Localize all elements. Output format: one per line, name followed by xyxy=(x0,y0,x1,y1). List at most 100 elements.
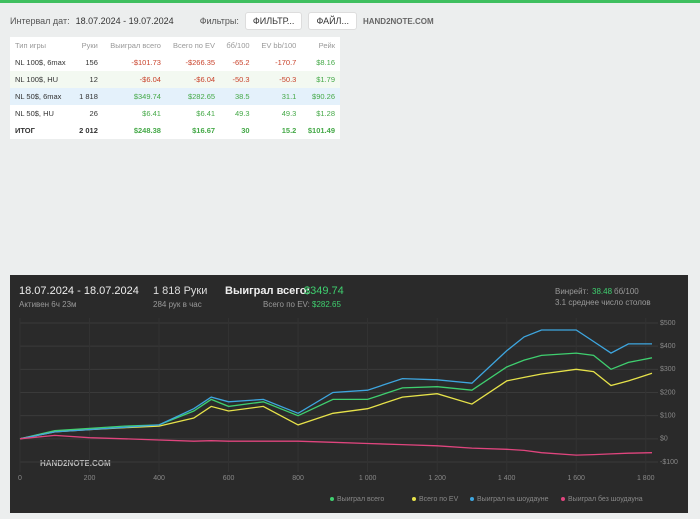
legend-label: Всего по EV xyxy=(419,496,459,503)
column-header: EV bb/100 xyxy=(261,41,297,50)
toolbar: Интервал дат: 18.07.2024 - 19.07.2024 Фи… xyxy=(10,12,434,30)
column-header: Всего по EV xyxy=(172,41,216,50)
cell: -50.3 xyxy=(220,71,255,88)
cell: NL 50$, HU xyxy=(15,109,54,118)
cell: 31.1 xyxy=(254,88,302,105)
tables-avg: 3.1 среднее число столов xyxy=(555,298,651,307)
cell: -$6.04 xyxy=(102,71,166,88)
series-line xyxy=(19,368,653,440)
cell: 49.3 xyxy=(281,109,297,118)
panel-active: Активен 6ч 23м xyxy=(19,300,77,309)
winrate-unit: бб/100 xyxy=(614,287,639,296)
panel-logo: HAND2NOTE.COM xyxy=(40,459,111,468)
total-cell: ИТОГ xyxy=(15,126,35,135)
total-cell: 2 012 xyxy=(79,126,98,135)
series-line xyxy=(19,329,652,440)
cell: NL 100$, HU xyxy=(10,71,73,88)
won-value: $349.74 xyxy=(304,285,344,297)
legend-label: Выиграл без шоудауна xyxy=(568,495,643,503)
y-tick-label: $400 xyxy=(660,343,676,350)
cell: 26 xyxy=(89,109,98,118)
cell: $1.79 xyxy=(301,71,340,88)
ev-label: Всего по EV: xyxy=(263,300,310,309)
file-button[interactable]: ФАЙЛ... xyxy=(308,12,357,30)
legend-dot xyxy=(412,497,416,501)
graph-panel: 18.07.2024 - 18.07.2024 Активен 6ч 23м 1… xyxy=(10,275,688,513)
total-cell: $248.38 xyxy=(133,126,161,135)
x-tick-label: 1 200 xyxy=(428,475,446,482)
filters-label: Фильтры: xyxy=(199,16,239,26)
y-tick-label: -$100 xyxy=(660,459,678,466)
y-tick-label: $300 xyxy=(660,366,676,373)
x-tick-label: 800 xyxy=(292,475,304,482)
legend-label: Выиграл всего xyxy=(337,496,384,503)
table-row[interactable]: NL 100$, 6max 156 -$101.73 -$266.35 -65.2 -17… xyxy=(10,54,340,71)
x-tick-label: 1 000 xyxy=(359,475,377,482)
x-tick-label: 1 400 xyxy=(498,475,516,482)
legend-dot xyxy=(330,497,334,501)
cell: -$266.35 xyxy=(185,58,216,67)
x-tick-label: 1 800 xyxy=(637,475,655,482)
cell: $6.41 xyxy=(142,109,161,118)
panel-dates: 18.07.2024 - 18.07.2024 xyxy=(19,285,139,297)
x-tick-label: 600 xyxy=(223,475,235,482)
filter-button[interactable]: ФИЛЬТР... xyxy=(244,12,303,30)
winrate-value: 38.48 xyxy=(592,287,613,296)
cell: NL 100$, 6max xyxy=(15,58,66,67)
winrate-label: Винрейт: xyxy=(555,287,589,296)
stats-table: Тип игры Руки Выиграл всего Всего по EV бб/1… xyxy=(10,37,340,139)
y-tick-label: $0 xyxy=(660,436,668,443)
x-tick-label: 0 xyxy=(18,475,22,482)
cell: $282.65 xyxy=(165,88,221,105)
x-tick-label: 200 xyxy=(84,475,96,482)
x-tick-label: 1 600 xyxy=(567,475,585,482)
total-cell: $16.67 xyxy=(192,126,216,135)
x-tick-label: 400 xyxy=(153,475,165,482)
cell: 156 xyxy=(85,58,98,67)
column-header: Руки xyxy=(81,41,98,50)
legend-label: Выиграл на шоудауне xyxy=(477,496,549,503)
chart: -$100 $0 $100 $200 $300 $400 $500 0 200 400 600 800… xyxy=(18,318,678,503)
cell: $6.41 xyxy=(196,109,216,118)
legend-dot xyxy=(561,497,565,501)
cell: $1.28 xyxy=(316,109,335,118)
table-row[interactable]: NL 50$, HU 26 $6.41 $6.41 49.3 49.3 $1.28 xyxy=(10,105,340,122)
cell: -65.2 xyxy=(232,58,250,67)
series-line xyxy=(19,352,653,440)
cell: -$101.73 xyxy=(131,58,161,67)
panel-rate: 284 рук в час xyxy=(153,300,202,309)
column-header: Выиграл всего xyxy=(110,41,161,50)
cell: -$6.04 xyxy=(165,71,221,88)
legend-dot xyxy=(470,497,474,501)
y-tick-label: $200 xyxy=(660,389,676,396)
cell: $8.16 xyxy=(316,58,335,67)
header-row: Тип игры Руки Выиграл всего Всего по EV бб/1… xyxy=(10,37,340,54)
total-row: ИТОГ 2 012 $248.38 $16.67 30 15.2 $101.49 xyxy=(10,122,340,139)
top-line xyxy=(0,0,700,3)
y-tick-label: $100 xyxy=(660,413,676,420)
cell: -50.3 xyxy=(254,71,302,88)
cell: 12 xyxy=(72,71,103,88)
date-label: Интервал дат: xyxy=(10,16,70,26)
date-range[interactable]: 18.07.2024 - 19.07.2024 xyxy=(75,16,174,26)
series-line xyxy=(19,434,653,456)
cell: $349.74 xyxy=(102,88,166,105)
won-label: Выиграл всего: xyxy=(225,285,311,297)
cell: 49.3 xyxy=(234,109,250,118)
table-row[interactable]: NL 50$, 6max 1 818 $349.74 $282.65 38.5 31.1 $… xyxy=(10,88,340,105)
column-header: Тип игры xyxy=(15,41,47,50)
logo: HAND2NOTE.COM xyxy=(362,16,434,26)
total-cell: $101.49 xyxy=(307,126,335,135)
panel-hands: 1 818 Руки xyxy=(153,285,208,297)
ev-value: $282.65 xyxy=(312,300,341,309)
cell: -170.7 xyxy=(275,58,297,67)
table-row[interactable]: NL 100$, HU 12 -$6.04 -$6.04 -50.3 -50.3 $1.79 xyxy=(10,71,340,88)
total-cell: 15.2 xyxy=(281,126,297,135)
cell: 1 818 xyxy=(72,88,103,105)
total-cell: 30 xyxy=(241,126,250,135)
column-header: Рейк xyxy=(318,41,335,50)
cell: NL 50$, 6max xyxy=(10,88,73,105)
y-tick-label: $500 xyxy=(660,320,676,327)
cell: $90.26 xyxy=(301,88,340,105)
